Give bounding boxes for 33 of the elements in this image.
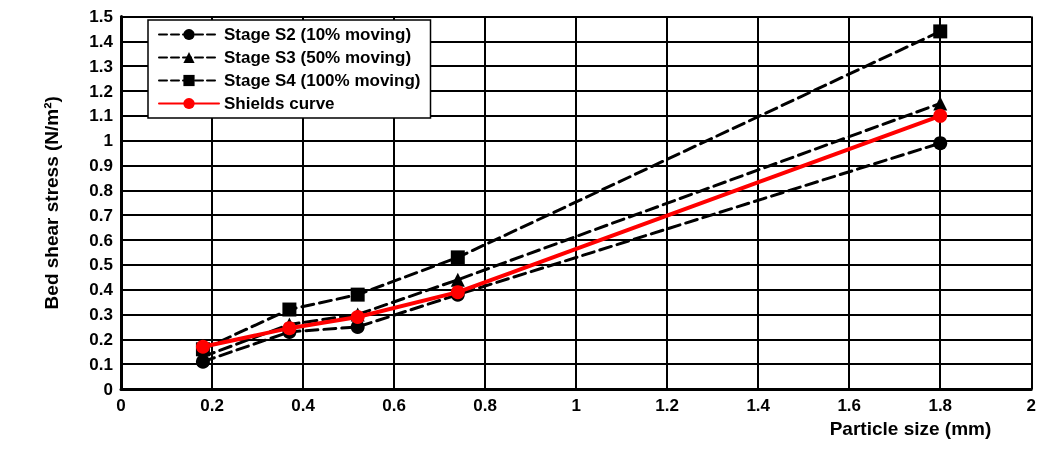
y-tick-label: 1.1 xyxy=(89,106,113,126)
legend-label: Stage S3 (50% moving) xyxy=(224,48,412,67)
y-tick-label: 0.9 xyxy=(89,156,113,175)
y-axis-title: Bed shear stress (N/m²) xyxy=(41,96,62,310)
y-tick-label: 1.5 xyxy=(89,7,113,26)
x-tick-label: 0.4 xyxy=(291,396,316,415)
y-tick-label: 1 xyxy=(103,131,113,151)
x-tick-label: 2 xyxy=(1026,396,1037,415)
x-tick-label: 0.2 xyxy=(200,396,224,415)
y-tick-label: 0.6 xyxy=(89,230,113,250)
legend-label: Stage S2 (10% moving) xyxy=(224,25,412,44)
y-tick-label: 0.7 xyxy=(89,205,113,225)
x-tick-label: 1.8 xyxy=(928,396,953,415)
x-tick-label: 0.8 xyxy=(473,396,497,415)
x-tick-label: 0.6 xyxy=(382,396,406,415)
x-tick-label: 0 xyxy=(116,396,126,415)
y-tick-label: 0.3 xyxy=(89,305,113,324)
x-axis-title: Particle size (mm) xyxy=(829,418,992,439)
legend-label: Stage S4 (100% moving) xyxy=(224,71,421,90)
y-tick-label: 0.5 xyxy=(89,255,113,275)
y-tick-label: 1.4 xyxy=(89,31,114,51)
x-tick-label: 1.2 xyxy=(655,396,679,415)
x-tick-label: 1.4 xyxy=(746,396,771,415)
x-tick-label: 1 xyxy=(571,396,581,415)
y-tick-label: 0.8 xyxy=(89,180,113,200)
y-tick-label: 0.1 xyxy=(89,354,113,374)
y-tick-label: 0.2 xyxy=(89,329,113,349)
y-tick-label: 1.2 xyxy=(89,81,113,101)
y-tick-label: 0.4 xyxy=(89,280,114,300)
legend-label: Shields curve xyxy=(224,94,335,113)
y-tick-label: 0 xyxy=(103,379,113,399)
y-tick-label: 1.3 xyxy=(89,56,113,76)
x-tick-label: 1.6 xyxy=(837,396,862,415)
